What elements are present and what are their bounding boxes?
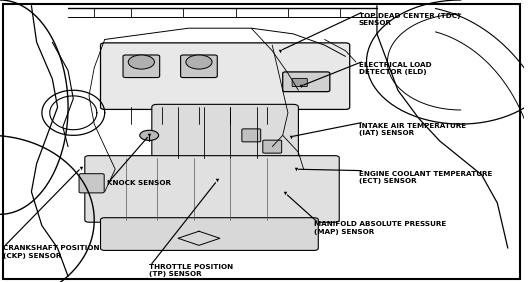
Text: ENGINE COOLANT TEMPERATURE
(ECT) SENSOR: ENGINE COOLANT TEMPERATURE (ECT) SENSOR (359, 171, 492, 184)
Circle shape (186, 55, 212, 69)
FancyBboxPatch shape (292, 78, 307, 87)
Text: ELECTRICAL LOAD
DETECTOR (ELD): ELECTRICAL LOAD DETECTOR (ELD) (359, 62, 431, 75)
FancyBboxPatch shape (224, 170, 241, 180)
Text: THROTTLE POSITION
(TP) SENSOR: THROTTLE POSITION (TP) SENSOR (149, 264, 233, 277)
Text: KNOCK SENSOR: KNOCK SENSOR (107, 180, 171, 186)
FancyBboxPatch shape (100, 43, 350, 109)
Circle shape (201, 166, 234, 184)
FancyBboxPatch shape (79, 174, 104, 193)
Circle shape (140, 130, 158, 140)
Text: CRANKSHAFT POSITION
(CKP) SENSOR: CRANKSHAFT POSITION (CKP) SENSOR (3, 245, 99, 259)
Text: INTAKE AIR TEMPERATURE
(IAT) SENSOR: INTAKE AIR TEMPERATURE (IAT) SENSOR (359, 123, 466, 136)
Text: MANIFOLD ABSOLUTE PRESSURE
(MAP) SENSOR: MANIFOLD ABSOLUTE PRESSURE (MAP) SENSOR (314, 221, 446, 235)
FancyBboxPatch shape (85, 156, 340, 222)
FancyBboxPatch shape (181, 55, 217, 78)
FancyBboxPatch shape (152, 104, 298, 161)
FancyBboxPatch shape (263, 140, 281, 153)
Circle shape (128, 55, 154, 69)
Circle shape (208, 170, 227, 180)
FancyBboxPatch shape (242, 129, 261, 142)
FancyBboxPatch shape (282, 72, 330, 92)
FancyBboxPatch shape (123, 55, 159, 78)
Text: TOP DEAD CENTER (TDC)
SENSOR: TOP DEAD CENTER (TDC) SENSOR (359, 13, 460, 26)
FancyBboxPatch shape (100, 218, 318, 250)
